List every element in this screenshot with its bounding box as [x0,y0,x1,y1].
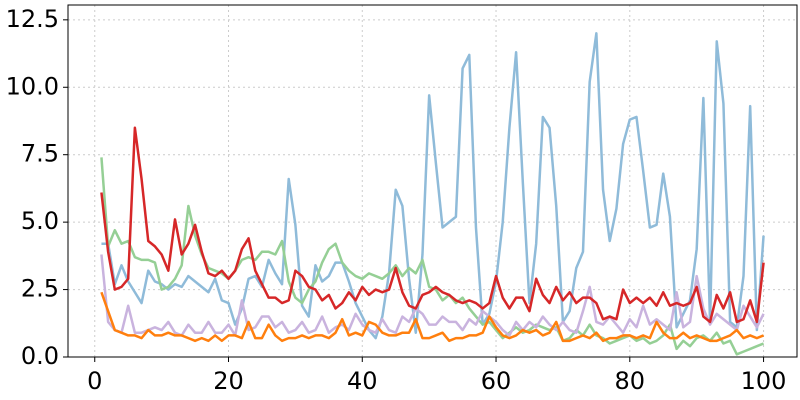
plot-frame [67,4,798,358]
lines [100,32,765,356]
x-tick-label: 20 [213,367,244,395]
x-tick-label: 0 [87,367,102,395]
x-tick-label: 100 [741,367,787,395]
y-tick-label: 10.0 [6,72,59,100]
series-line [100,126,765,324]
axes: 0 20 40 60 80 100 0.0 2.5 5.0 7.5 10.0 12.5 [6,5,787,395]
series-line [100,291,765,343]
y-tick-label: 2.5 [21,275,59,303]
series-line [101,32,765,340]
y-tick-label: 7.5 [21,140,59,168]
x-tick-label: 80 [615,367,646,395]
x-tick-label: 60 [481,367,512,395]
y-tick-label: 0.0 [21,342,59,370]
y-tick-label: 5.0 [21,207,59,235]
x-tick-label: 40 [347,367,378,395]
y-tick-label: 12.5 [6,5,59,33]
series-line [100,254,765,337]
